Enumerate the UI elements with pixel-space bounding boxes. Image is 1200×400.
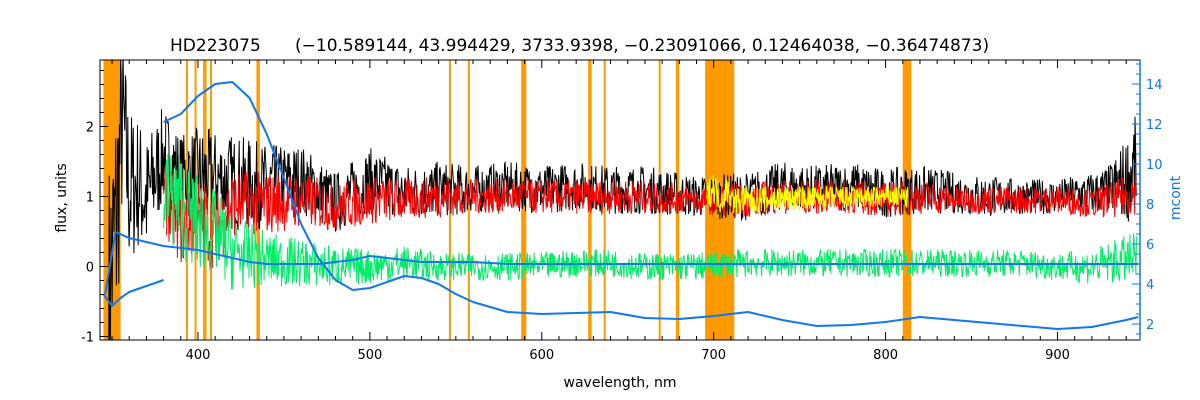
y-axis-label-right: mcont (1168, 175, 1184, 220)
y2-tick-label-8: 8 (1146, 198, 1154, 213)
x-tick-label-700: 700 (701, 348, 726, 363)
x-tick-label-800: 800 (873, 348, 898, 363)
y-tick-label-2: 2 (86, 121, 94, 136)
series-observed-flux (108, 60, 1137, 340)
x-tick-label-900: 900 (1045, 348, 1070, 363)
masked-region-6 (448, 60, 451, 340)
series-masked-model (706, 174, 909, 214)
y-tick-label-1: 1 (86, 191, 94, 206)
plot-area (102, 60, 1139, 340)
y2-tick-label-6: 6 (1146, 238, 1154, 253)
x-tick-label-600: 600 (529, 348, 554, 363)
x-axis-label: wavelength, nm (564, 375, 677, 391)
series-continuum-mcont- (104, 231, 1139, 295)
x-tick-label-500: 500 (357, 348, 382, 363)
y2-tick-label-12: 12 (1146, 118, 1163, 133)
y2-tick-label-4: 4 (1146, 278, 1154, 293)
y2-tick-label-14: 14 (1146, 78, 1163, 93)
chart-title: HD223075 (170, 36, 261, 56)
y-tick-label--1: -1 (81, 331, 94, 346)
series-continuum-mcont-upper (163, 81, 1139, 330)
x-tick-label-400: 400 (186, 348, 211, 363)
series-model-fit (163, 164, 1137, 269)
y-tick-label-0: 0 (86, 261, 94, 276)
y2-tick-label-2: 2 (1146, 318, 1154, 333)
y-axis-label-left: flux, units (54, 163, 70, 232)
chart-subtitle: (−10.589144, 43.994429, 3733.9398, −0.23… (295, 36, 989, 56)
series-continuum-mcont-lower (102, 279, 164, 307)
y2-tick-label-10: 10 (1146, 158, 1163, 173)
